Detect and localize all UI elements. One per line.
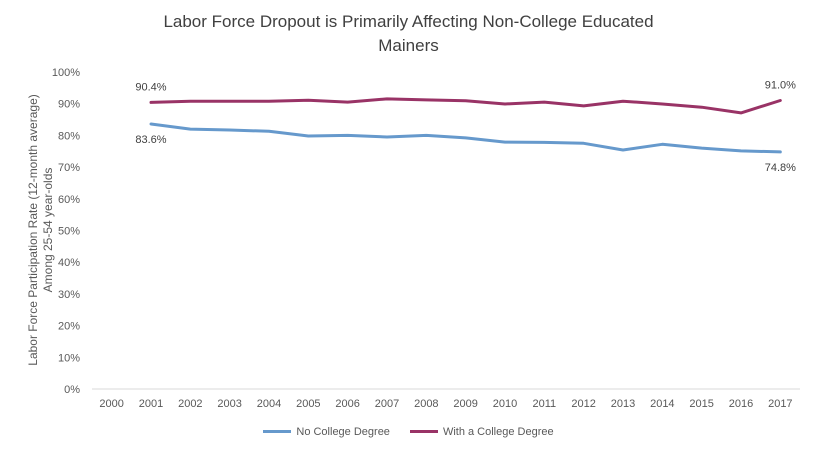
y-tick-label: 20% <box>58 321 80 333</box>
x-tick-label: 2008 <box>414 398 438 410</box>
x-tick-label: 2005 <box>296 398 320 410</box>
y-tick-label: 30% <box>58 289 80 301</box>
y-tick-label: 0% <box>64 384 80 396</box>
x-tick-label: 2012 <box>571 398 595 410</box>
legend-swatch <box>409 430 438 433</box>
y-tick-label: 60% <box>58 194 80 206</box>
series-line-0 <box>149 122 782 154</box>
legend-item: With a College Degree <box>409 425 554 438</box>
x-tick-label: 2013 <box>611 398 635 410</box>
y-axis-ticks: 0% 10% 20% 30% 40% 50% 60% 70% 80% 90% 100% <box>52 67 80 396</box>
x-tick-label: 2002 <box>178 398 202 410</box>
legend: No College Degree With a College Degree <box>0 424 817 438</box>
x-tick-label: 2007 <box>375 398 399 410</box>
y-axis-label-line-2: Among 25-54 year-olds <box>41 168 55 293</box>
y-tick-label: 50% <box>58 226 80 238</box>
data-label: 83.6% <box>135 134 166 146</box>
chart-title-line-1: Labor Force Dropout is Primarily Affecti… <box>163 12 654 31</box>
y-axis-label: Labor Force Participation Rate (12-month… <box>26 94 55 365</box>
x-axis-ticks: 2000 2001 2002 2003 2004 2005 2006 2007 2008 2009… <box>99 398 792 410</box>
x-tick-label: 2017 <box>768 398 792 410</box>
data-label: 91.0% <box>765 80 796 92</box>
data-label: 74.8% <box>765 162 796 174</box>
x-tick-label: 2006 <box>335 398 359 410</box>
x-tick-label: 2014 <box>650 398 674 410</box>
chart-title: Labor Force Dropout is Primarily Affecti… <box>0 10 817 58</box>
x-tick-label: 2003 <box>217 398 241 410</box>
legend-label: With a College Degree <box>442 425 554 438</box>
x-tick-label: 2000 <box>99 398 123 410</box>
x-tick-label: 2016 <box>729 398 753 410</box>
y-tick-label: 90% <box>58 99 80 111</box>
data-label: 90.4% <box>135 81 166 93</box>
chart-title-line-2: Mainers <box>378 36 439 55</box>
x-tick-label: 2004 <box>257 398 281 410</box>
legend-item: No College Degree <box>263 426 390 438</box>
x-tick-label: 2015 <box>689 398 713 410</box>
line-chart: Labor Force Participation Rate (12-month… <box>26 67 800 410</box>
data-labels: 83.6% 74.8% 90.4% 91.0% <box>135 80 796 174</box>
x-tick-label: 2010 <box>493 398 517 410</box>
legend-label: No College Degree <box>296 425 390 438</box>
x-tick-label: 2001 <box>139 398 163 410</box>
y-tick-label: 100% <box>52 67 80 79</box>
x-tick-label: 2009 <box>453 398 477 410</box>
y-tick-label: 40% <box>58 257 80 269</box>
y-tick-label: 70% <box>58 162 80 174</box>
legend-swatch <box>263 430 292 433</box>
x-tick-label: 2011 <box>533 398 557 410</box>
y-axis-label-line-1: Labor Force Participation Rate (12-month… <box>26 94 40 365</box>
series-lines <box>149 97 782 154</box>
y-tick-label: 80% <box>58 130 80 142</box>
series-line-1 <box>149 97 782 115</box>
y-tick-label: 10% <box>58 352 80 364</box>
